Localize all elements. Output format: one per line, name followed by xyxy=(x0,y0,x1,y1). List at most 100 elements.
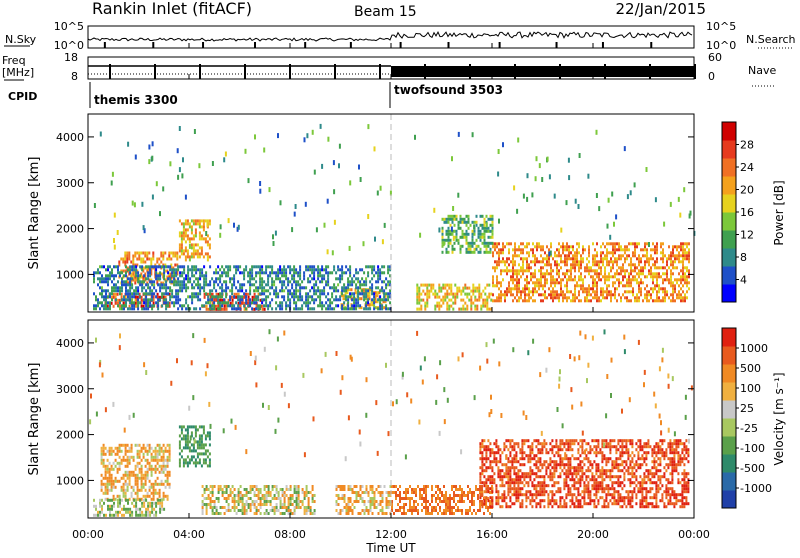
range-gate-cell xyxy=(660,287,662,290)
range-gate-cell xyxy=(666,293,668,296)
range-gate-cell xyxy=(266,485,268,488)
range-gate-cell xyxy=(516,248,518,251)
range-gate-cell xyxy=(674,278,676,281)
range-gate-cell xyxy=(313,298,315,301)
range-gate-cell xyxy=(299,307,301,310)
range-gate-cell xyxy=(127,307,129,310)
range-gate-cell xyxy=(207,295,209,298)
range-gate-cell xyxy=(672,272,674,275)
range-gate-cell xyxy=(344,506,346,509)
range-gate-cell xyxy=(566,278,568,281)
range-gate-cell xyxy=(307,304,309,307)
nsky-tick-top: 10^5 xyxy=(54,20,84,33)
range-gate-cell xyxy=(163,271,165,274)
range-gate-cell xyxy=(542,245,544,248)
range-gate-cell xyxy=(155,271,157,274)
range-gate-cell xyxy=(209,307,211,310)
range-gate-cell xyxy=(630,269,632,272)
range-gate-cell xyxy=(491,469,493,472)
range-gate-cell xyxy=(97,283,99,286)
range-gate-cell xyxy=(596,193,598,198)
range-gate-cell xyxy=(484,251,486,254)
range-gate-cell xyxy=(259,271,261,274)
range-gate-cell xyxy=(622,263,624,266)
range-gate-cell xyxy=(494,248,496,251)
range-gate-cell xyxy=(313,286,315,289)
range-gate-cell xyxy=(285,277,287,280)
range-gate-cell xyxy=(466,239,468,242)
range-gate-cell xyxy=(207,298,209,301)
range-gate-cell xyxy=(333,160,335,165)
range-gate-cell xyxy=(489,442,491,445)
range-gate-cell xyxy=(239,283,241,286)
range-gate-cell xyxy=(165,298,167,301)
range-gate-cell xyxy=(509,442,511,445)
range-gate-cell xyxy=(606,242,608,245)
range-gate-cell xyxy=(462,221,464,224)
range-gate-cell xyxy=(367,265,369,268)
range-gate-cell xyxy=(131,292,133,295)
range-gate-cell xyxy=(263,298,265,301)
range-gate-cell xyxy=(309,265,311,268)
range-gate-cell xyxy=(101,277,103,280)
range-gate-cell xyxy=(163,265,165,268)
range-gate-cell xyxy=(361,292,363,295)
range-gate-cell xyxy=(183,277,185,280)
range-gate-cell xyxy=(234,503,236,506)
range-gate-cell xyxy=(646,275,648,278)
range-gate-cell xyxy=(566,272,568,275)
range-gate-cell xyxy=(291,274,293,277)
range-gate-cell xyxy=(347,268,349,271)
range-gate-cell xyxy=(137,477,139,480)
range-gate-cell xyxy=(684,278,686,281)
range-gate-cell xyxy=(203,237,205,240)
range-gate-cell xyxy=(209,255,211,258)
range-gate-cell xyxy=(113,486,115,489)
range-gate-cell xyxy=(680,299,682,302)
range-gate-cell xyxy=(159,211,161,216)
range-gate-cell xyxy=(434,293,436,296)
range-gate-cell xyxy=(584,248,586,251)
range-gate-cell xyxy=(606,260,608,263)
range-gate-cell xyxy=(509,454,511,457)
range-gate-cell xyxy=(626,290,628,293)
range-gate-cell xyxy=(510,290,512,293)
range-gate-cell xyxy=(508,287,510,290)
range-gate-cell xyxy=(125,465,127,468)
range-gate-cell xyxy=(254,134,256,139)
range-gate-cell xyxy=(289,271,291,274)
range-gate-cell xyxy=(268,512,270,515)
range-gate-cell xyxy=(566,287,568,290)
range-gate-cell xyxy=(101,483,103,486)
range-gate-cell xyxy=(522,269,524,272)
range-gate-cell xyxy=(277,304,279,307)
range-gate-cell xyxy=(486,230,488,233)
range-gate-cell xyxy=(232,506,234,509)
range-gate-cell xyxy=(153,304,155,307)
range-gate-cell xyxy=(457,488,459,491)
range-gate-cell xyxy=(662,242,664,245)
range-gate-cell xyxy=(598,275,600,278)
range-gate-cell xyxy=(454,218,456,221)
range-gate-cell xyxy=(218,488,220,491)
range-gate-cell xyxy=(199,446,201,449)
range-gate-cell xyxy=(461,488,463,491)
range-gate-cell xyxy=(181,437,183,440)
range-gate-cell xyxy=(113,289,115,292)
range-gate-cell xyxy=(644,260,646,263)
range-gate-cell xyxy=(139,468,141,471)
range-gate-cell xyxy=(654,287,656,290)
range-gate-cell xyxy=(333,268,335,271)
range-gate-cell xyxy=(137,483,139,486)
range-gate-cell xyxy=(499,475,501,478)
range-gate-cell xyxy=(209,246,211,249)
range-gate-cell xyxy=(171,268,173,271)
range-gate-cell xyxy=(113,277,115,280)
range-gate-cell xyxy=(351,288,353,291)
range-gate-cell xyxy=(234,494,236,497)
range-gate-cell xyxy=(346,506,348,509)
range-gate-cell xyxy=(185,443,187,446)
range-gate-cell xyxy=(472,236,474,239)
range-gate-cell xyxy=(379,307,381,310)
range-gate-cell xyxy=(574,290,576,293)
